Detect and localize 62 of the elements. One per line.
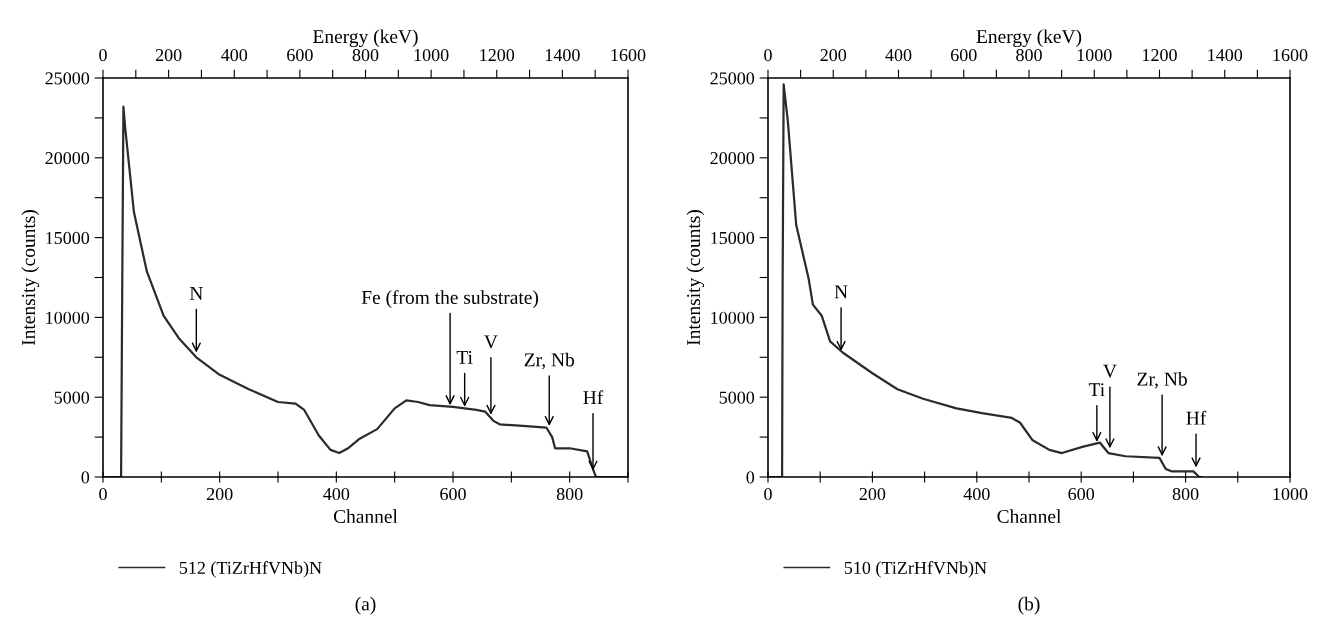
x2-tick-label: 200 bbox=[820, 48, 847, 62]
annotation: N bbox=[189, 287, 203, 300]
x2-tick-label: 800 bbox=[352, 48, 379, 62]
y-tick-label: 25000 bbox=[710, 72, 755, 85]
x2-tick-label: 400 bbox=[221, 48, 248, 62]
x2-tick-label: 600 bbox=[950, 48, 977, 62]
x2-tick-label: 1200 bbox=[480, 48, 515, 62]
x2-tick-label: 1200 bbox=[1143, 48, 1177, 62]
y-tick-label: 5000 bbox=[719, 391, 755, 404]
annotation: Zr, Nb bbox=[524, 352, 575, 370]
x2-tick-label: 600 bbox=[287, 48, 313, 62]
y-axis-title: Intensity (counts) bbox=[21, 210, 40, 346]
x-axis-title: Channel bbox=[997, 509, 1062, 524]
x2-tick-label: 1000 bbox=[1077, 48, 1112, 62]
x-axis-title: Channel bbox=[333, 509, 398, 524]
x-tick-label: 0 bbox=[764, 487, 772, 501]
x-tick-label: 800 bbox=[556, 487, 583, 501]
x2-tick-label: 0 bbox=[99, 48, 107, 62]
annotation: N bbox=[834, 285, 848, 299]
x-tick-label: 200 bbox=[859, 487, 886, 501]
x2-tick-label: 800 bbox=[1016, 48, 1042, 62]
y-tick-label: 10000 bbox=[711, 311, 755, 324]
x2-tick-label: 400 bbox=[885, 48, 912, 62]
y-tick-label: 0 bbox=[746, 471, 755, 484]
y-tick-label: 20000 bbox=[710, 152, 755, 165]
x2-tick-label: 1400 bbox=[545, 48, 580, 62]
x-tick-label: 1000 bbox=[1273, 487, 1308, 501]
x2-tick-label: 1000 bbox=[414, 48, 449, 62]
legend-label: 510 (TiZrHfVNb)N bbox=[844, 561, 987, 578]
x2-tick-label: 1600 bbox=[1273, 48, 1308, 62]
annotation: Hf bbox=[583, 390, 604, 404]
annotation: V bbox=[1103, 364, 1117, 378]
x2-tick-label: 200 bbox=[155, 48, 182, 62]
x-tick-label: 400 bbox=[323, 487, 350, 501]
x-tick-label: 800 bbox=[1172, 487, 1199, 501]
x2-axis-title: Energy (keV) bbox=[313, 29, 418, 48]
text: (b) bbox=[1018, 596, 1040, 615]
y-axis-title: Intensity (counts) bbox=[686, 210, 705, 346]
annotation: Fe (from the substrate) bbox=[361, 290, 539, 308]
annotation: Hf bbox=[1186, 410, 1207, 425]
y-tick-label: 15000 bbox=[46, 231, 90, 245]
annotation: Zr, Nb bbox=[1137, 371, 1187, 389]
text: (a) bbox=[355, 596, 376, 615]
y-tick-label: 10000 bbox=[46, 311, 90, 324]
annotation: Ti bbox=[1088, 383, 1105, 397]
x2-axis-title: Energy (keV) bbox=[976, 29, 1082, 48]
x-tick-label: 0 bbox=[99, 487, 107, 501]
y-tick-label: 0 bbox=[81, 471, 90, 484]
y-tick-label: 15000 bbox=[711, 231, 755, 245]
y-tick-label: 20000 bbox=[45, 152, 90, 165]
x2-tick-label: 1600 bbox=[611, 48, 646, 62]
y-tick-label: 25000 bbox=[45, 72, 90, 85]
x-tick-label: 600 bbox=[440, 487, 466, 501]
x-tick-label: 200 bbox=[206, 487, 233, 501]
y-tick-label: 5000 bbox=[54, 391, 90, 404]
x-tick-label: 600 bbox=[1068, 487, 1095, 501]
annotation: Ti bbox=[456, 350, 473, 364]
x2-tick-label: 1400 bbox=[1208, 48, 1243, 62]
x2-tick-label: 0 bbox=[764, 48, 772, 62]
annotation: V bbox=[484, 335, 498, 349]
x-tick-label: 400 bbox=[963, 487, 990, 501]
legend-label: 512 (TiZrHfVNb)N bbox=[179, 561, 322, 578]
